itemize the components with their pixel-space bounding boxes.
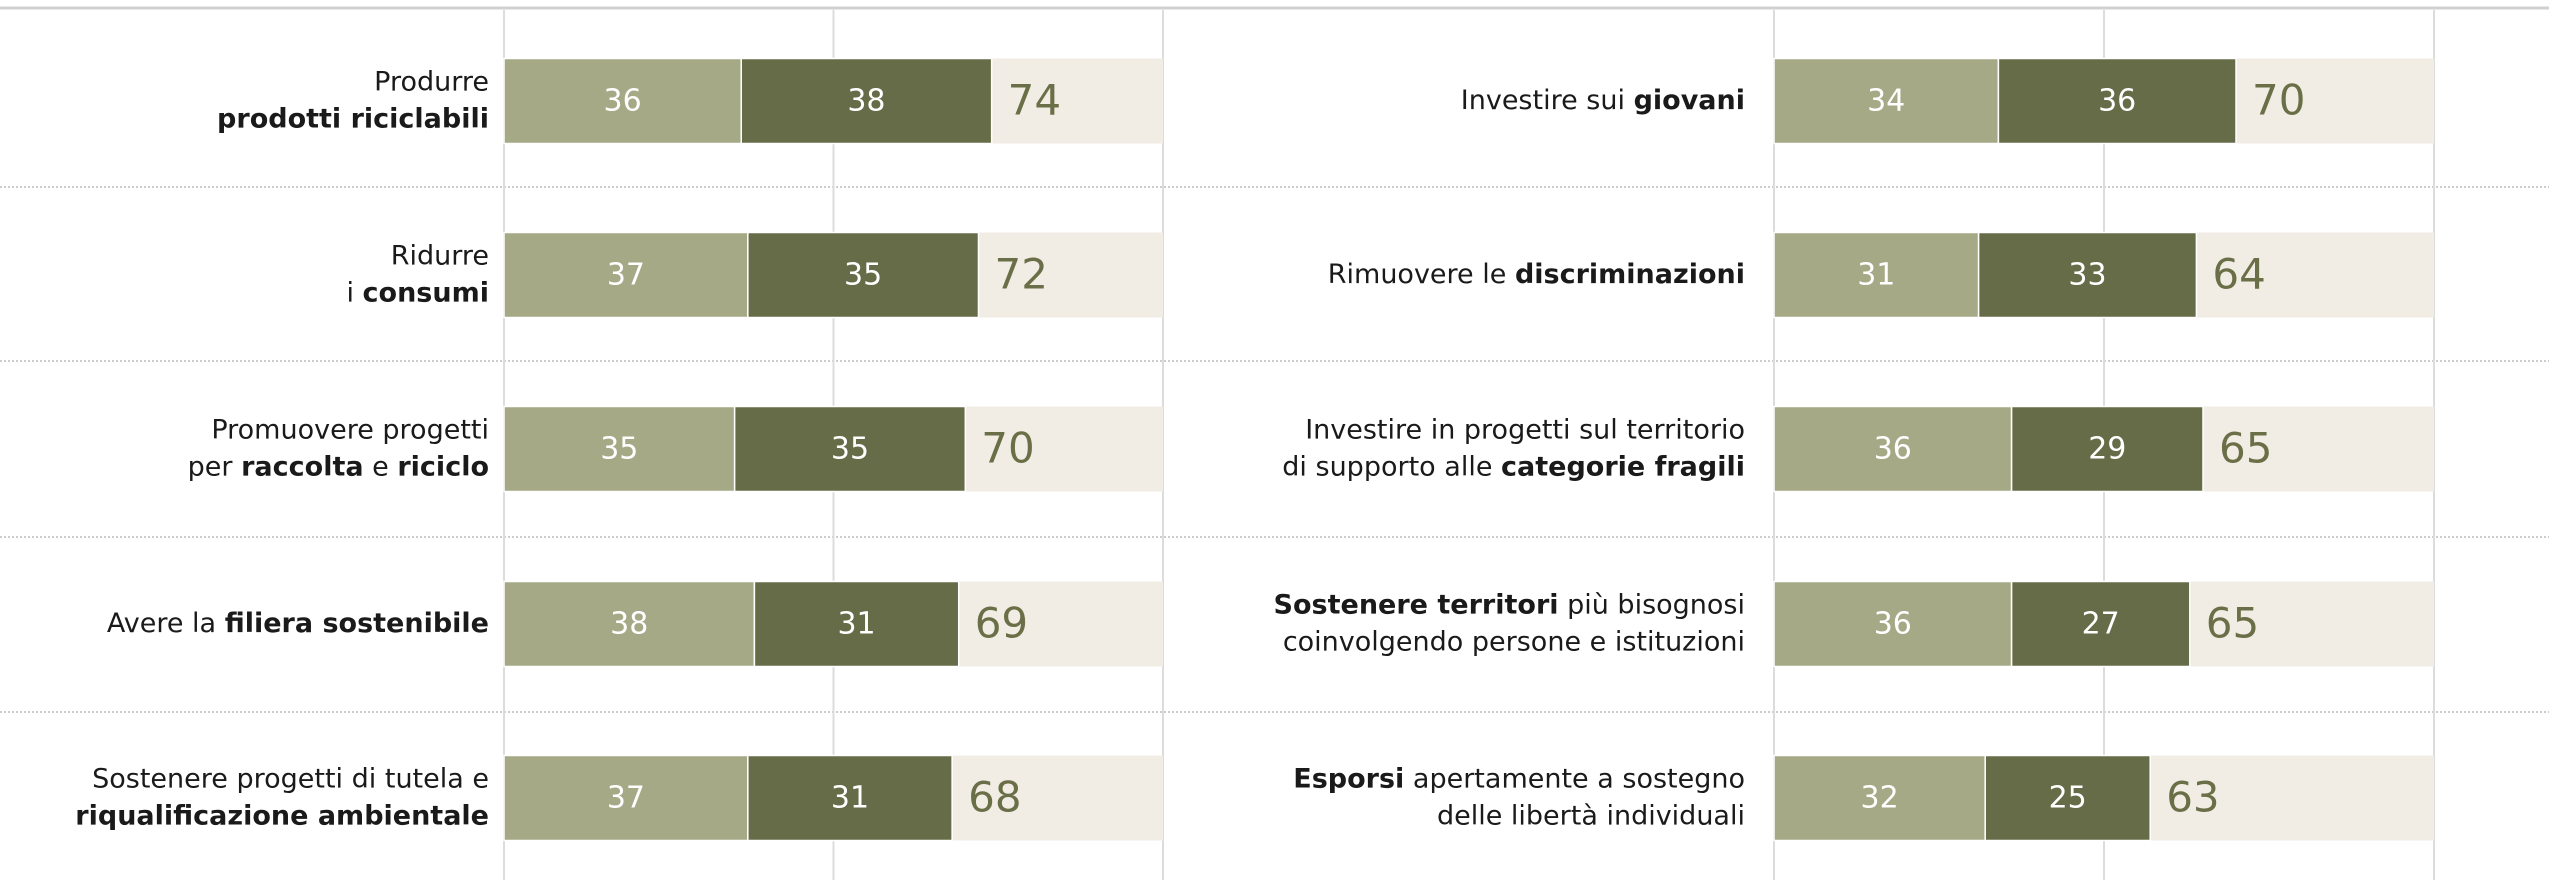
bar-row: Avere la filiera sostenibile 38 31 69 — [107, 580, 1163, 668]
category-label: Produrre prodotti riciclabili — [217, 66, 489, 134]
label-run: discriminazioni — [1515, 259, 1745, 290]
segment-label: 32 — [1861, 781, 1899, 816]
bar-row: Promuovere progetti per raccolta e ricicl… — [188, 405, 1163, 493]
total-label: 70 — [981, 424, 1034, 473]
label-run: coinvolgendo persone e istituzioni — [1283, 626, 1745, 657]
label-run: riqualificazione ambientale — [75, 800, 489, 831]
label-run: Investire in progetti sul territorio — [1305, 414, 1745, 445]
label-run: Promuovere progetti — [211, 414, 489, 445]
segment-label: 36 — [1874, 607, 1912, 642]
segment-label: 37 — [607, 781, 645, 816]
segment-label: 35 — [831, 432, 869, 467]
segment-label: 38 — [847, 84, 885, 119]
category-label: Sostenere progetti di tutela e riqualific… — [75, 763, 489, 831]
label-run: Investire sui — [1461, 85, 1634, 116]
segment-label: 37 — [607, 258, 645, 293]
bar-row: Sostenere progetti di tutela e riqualific… — [75, 754, 1163, 842]
row-separators — [0, 186, 2549, 713]
label-run: Ridurre — [391, 240, 489, 271]
bar-row: Investire sui giovani 34 36 70 — [1461, 57, 2434, 145]
label-run: filiera sostenibile — [225, 608, 489, 639]
bar-segment — [503, 231, 749, 319]
label-run: Rimuovere le — [1328, 259, 1515, 290]
bar-segment — [1997, 57, 2237, 145]
segment-label: 35 — [844, 258, 882, 293]
category-label: Avere la filiera sostenibile — [107, 608, 489, 639]
total-label: 72 — [994, 250, 1047, 299]
bar-chart: Produrre prodotti riciclabili 36 38 74 Ridurr… — [75, 10, 1164, 880]
category-label: Promuovere progetti per raccolta e ricicl… — [188, 414, 489, 482]
bar-segment — [503, 57, 742, 145]
bar-segment — [733, 405, 967, 493]
total-label: 64 — [2212, 250, 2265, 299]
label-run: Avere la — [107, 608, 225, 639]
category-label: Esporsi apertamente a sostegno delle libe… — [1293, 763, 1745, 831]
label-run: categorie fragili — [1501, 451, 1745, 482]
segment-label: 31 — [831, 781, 869, 816]
bar-segment — [740, 57, 993, 145]
bar-segment — [2010, 405, 2204, 493]
segment-label: 33 — [2068, 258, 2106, 293]
bar-segment — [503, 580, 756, 668]
total-label: 65 — [2206, 599, 2259, 648]
label-run: più bisognosi — [1559, 589, 1745, 620]
total-label: 70 — [2252, 76, 2305, 125]
label-run: Produrre — [374, 66, 489, 97]
total-label: 74 — [1008, 76, 1061, 125]
segment-label: 36 — [604, 84, 642, 119]
bar-segment — [1773, 754, 1986, 842]
label-run: i — [346, 277, 362, 308]
category-label: Rimuovere le discriminazioni — [1328, 259, 1745, 290]
bar-segment — [2010, 580, 2191, 668]
category-label: Sostenere territori più bisognosi coinvol… — [1274, 589, 1745, 657]
bar-segment — [747, 231, 980, 319]
category-label: Investire in progetti sul territorio di s… — [1282, 414, 1745, 482]
label-run: Sostenere territori — [1274, 589, 1559, 620]
bar-segment — [1773, 405, 2013, 493]
label-run: consumi — [363, 277, 489, 308]
label-run: Esporsi — [1293, 763, 1404, 794]
label-run: e — [364, 451, 398, 482]
segment-label: 27 — [2082, 607, 2120, 642]
bar-chart: Investire sui giovani 34 36 70 Rimuovere le … — [1274, 10, 2435, 880]
label-run: apertamente a sostegno — [1404, 763, 1745, 794]
bar-row: Ridurre i consumi 37 35 72 — [346, 231, 1163, 319]
bar-row: Esporsi apertamente a sostegno delle libe… — [1293, 754, 2434, 842]
total-label: 63 — [2166, 773, 2219, 822]
bar-segment — [1984, 754, 2151, 842]
label-run: delle libertà individuali — [1437, 800, 1745, 831]
segment-label: 31 — [837, 607, 875, 642]
bar-segment — [503, 754, 749, 842]
bar-row: Sostenere territori più bisognosi coinvol… — [1274, 580, 2434, 668]
category-label: Investire sui giovani — [1461, 85, 1745, 116]
bar-segment — [1773, 231, 1980, 319]
segment-label: 25 — [2049, 781, 2087, 816]
bar-segment — [747, 754, 953, 842]
label-run: riciclo — [397, 451, 489, 482]
bar-segment — [753, 580, 960, 668]
segment-label: 36 — [2098, 84, 2136, 119]
label-run: di supporto alle — [1282, 451, 1501, 482]
total-label: 65 — [2219, 424, 2272, 473]
label-run: raccolta — [241, 451, 363, 482]
label-run: per — [188, 451, 241, 482]
segment-label: 36 — [1874, 432, 1912, 467]
bar-segment — [1977, 231, 2198, 319]
label-run: giovani — [1634, 85, 1745, 116]
total-label: 68 — [968, 773, 1021, 822]
bar-row: Rimuovere le discriminazioni 31 33 64 — [1328, 231, 2434, 319]
total-label: 69 — [975, 599, 1028, 648]
bar-row: Produrre prodotti riciclabili 36 38 74 — [217, 57, 1163, 145]
segment-label: 31 — [1857, 258, 1895, 293]
label-run: Sostenere progetti di tutela e — [92, 763, 489, 794]
segment-label: 34 — [1867, 84, 1905, 119]
segment-label: 35 — [600, 432, 638, 467]
bar-row: Investire in progetti sul territorio di s… — [1282, 405, 2434, 493]
label-run: prodotti riciclabili — [217, 103, 489, 134]
category-label: Ridurre i consumi — [346, 240, 489, 308]
segment-label: 29 — [2088, 432, 2126, 467]
segment-label: 38 — [610, 607, 648, 642]
